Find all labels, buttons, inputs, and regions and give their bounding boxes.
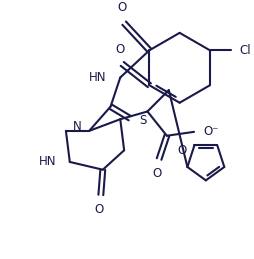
Text: N: N bbox=[73, 120, 82, 133]
Text: O: O bbox=[94, 203, 104, 216]
Text: O: O bbox=[178, 144, 187, 157]
Text: O: O bbox=[152, 167, 162, 180]
Text: O: O bbox=[116, 43, 125, 56]
Text: O: O bbox=[118, 1, 127, 15]
Text: S: S bbox=[140, 114, 147, 127]
Text: O⁻: O⁻ bbox=[204, 125, 219, 138]
Text: HN: HN bbox=[89, 71, 107, 84]
Text: HN: HN bbox=[39, 155, 56, 168]
Text: Cl: Cl bbox=[239, 44, 251, 57]
